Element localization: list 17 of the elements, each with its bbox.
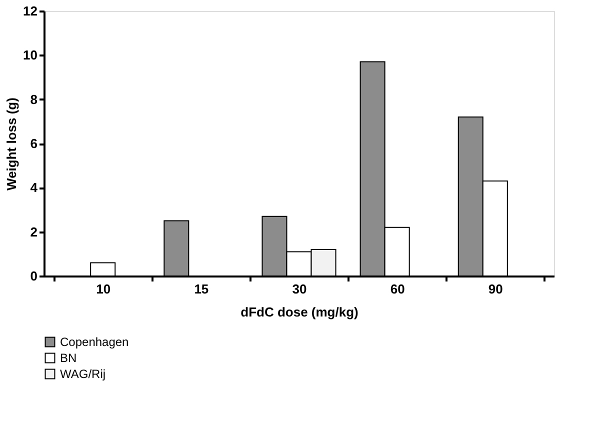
x-tick-label: 15 — [194, 282, 209, 296]
x-axis-title: dFdC dose (mg/kg) — [240, 304, 358, 320]
x-tick-label: 60 — [390, 282, 405, 296]
y-tick-label: 12 — [23, 4, 38, 18]
x-tick-label: 30 — [292, 282, 307, 296]
y-axis-title: Weight loss (g) — [4, 98, 20, 190]
y-tick-label: 6 — [30, 136, 38, 151]
legend-label: Copenhagen — [60, 335, 129, 349]
y-tick-label: 4 — [30, 180, 38, 196]
y-tick-label: 2 — [30, 224, 38, 240]
x-tick-label: 10 — [96, 282, 111, 296]
x-tick-label: 90 — [488, 282, 503, 296]
legend-label: WAG/Rij — [60, 367, 106, 381]
y-tick-label: 8 — [30, 92, 38, 107]
y-tick-label: 10 — [23, 48, 38, 63]
y-tick-label: 0 — [30, 268, 38, 284]
legend-label: BN — [60, 351, 77, 365]
